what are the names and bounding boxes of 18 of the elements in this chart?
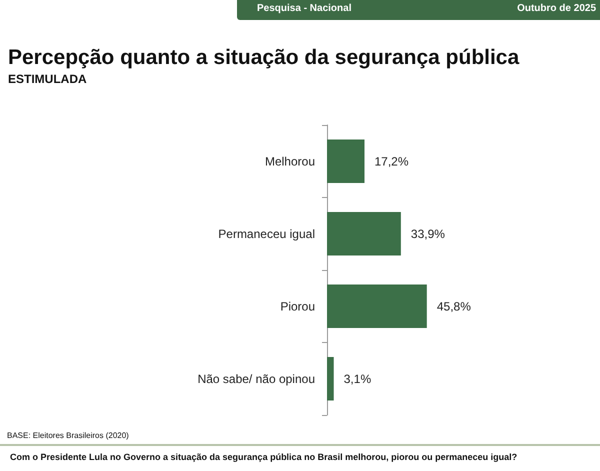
y-tick-label: Permaneceu igual xyxy=(218,226,315,241)
y-tick-label: Melhorou xyxy=(264,154,315,168)
data-label: 33,9% xyxy=(410,226,446,241)
text: ESTIMULADA xyxy=(8,72,87,86)
text: Pesquisa - Nacional xyxy=(257,3,352,14)
chart-title: Percepção quanto a situação da segurança pública xyxy=(8,46,520,70)
bar xyxy=(327,212,401,256)
text: Outubro de 2025 xyxy=(517,3,596,14)
bar xyxy=(327,140,364,183)
text: BASE: Eleitores Brasileiros (2020) xyxy=(7,431,129,440)
bar xyxy=(327,357,334,400)
y-tick-label: Não sabe/ não opinou xyxy=(198,372,315,386)
text: Com o Presidente Lula no Governo a situação da segurança pública no Brasil melhorou, piorou ou permaneceu igual? xyxy=(10,452,518,462)
y-tick-label: Piorou xyxy=(280,299,315,314)
data-label: 17,2% xyxy=(374,154,409,168)
data-label: 3,1% xyxy=(344,372,372,386)
data-label: 45,8% xyxy=(436,299,472,314)
bar xyxy=(327,284,427,328)
